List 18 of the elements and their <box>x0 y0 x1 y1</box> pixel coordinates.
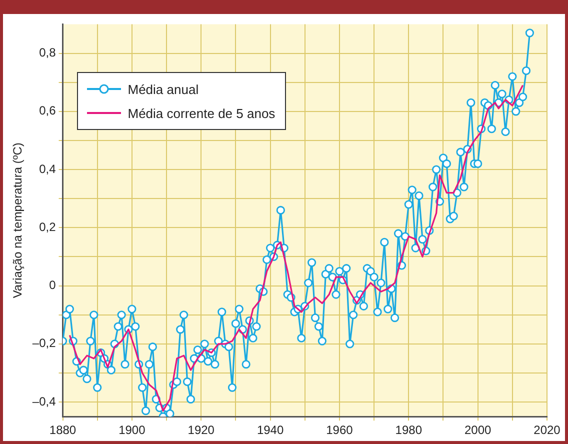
x-tick-label: 1940 <box>256 423 284 438</box>
y-tick-label: 0,2 <box>39 220 56 234</box>
x-tick-label: 2020 <box>534 423 561 438</box>
y-tick-label: 0,6 <box>39 104 56 118</box>
x-tick-label: 2000 <box>464 423 492 438</box>
y-tick-label: –0,4 <box>32 394 56 408</box>
y-tick-label: 0 <box>49 278 56 292</box>
y-tick-label: 0,4 <box>39 162 56 176</box>
legend-label: Média corrente de 5 anos <box>128 106 276 121</box>
legend-label: Média anual <box>128 82 199 97</box>
x-tick-label: 1960 <box>326 423 354 438</box>
x-tick-label: 1880 <box>49 423 76 438</box>
y-tick-label: 0,8 <box>39 46 56 60</box>
x-tick-label: 1900 <box>118 423 146 438</box>
y-axis-title: Variação na temperatura (ºC) <box>10 142 25 298</box>
y-tick-label: –0,2 <box>32 336 56 350</box>
x-tick-label: 1980 <box>395 423 422 438</box>
x-tick-label: 1920 <box>188 423 215 438</box>
